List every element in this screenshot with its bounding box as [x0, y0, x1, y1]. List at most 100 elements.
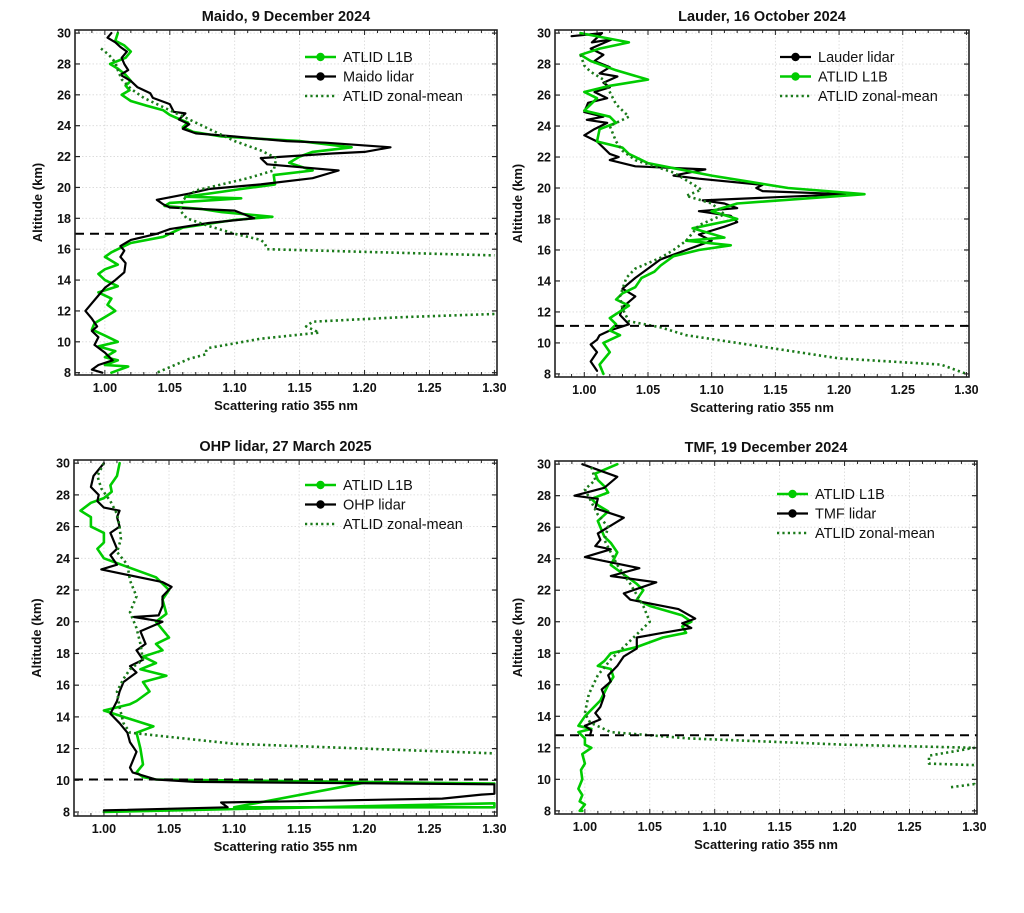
x-tick-label: 1.30 — [482, 822, 506, 836]
y-tick-label: 28 — [537, 58, 551, 72]
y-tick-label: 24 — [537, 552, 551, 566]
y-tick-label: 14 — [56, 710, 70, 724]
series-line-atlid-l1b — [579, 31, 866, 376]
y-tick-label: 12 — [537, 741, 551, 755]
y-tick-label: 30 — [57, 27, 71, 41]
y-axis-label: Altitude (km) — [29, 598, 44, 677]
y-tick-label: 8 — [544, 804, 551, 818]
y-tick-label: 16 — [57, 243, 71, 257]
y-tick-label: 18 — [537, 212, 551, 226]
legend-label: ATLID L1B — [343, 478, 413, 494]
x-tick-label: 1.05 — [157, 822, 181, 836]
series-line-atlid-zonal-mean — [100, 47, 495, 257]
legend-label: ATLID zonal-mean — [343, 517, 463, 533]
y-tick-label: 12 — [56, 742, 70, 756]
y-tick-label: 20 — [537, 182, 551, 196]
legend-label: ATLID zonal-mean — [343, 89, 463, 105]
x-tick-label: 1.00 — [93, 381, 117, 395]
series-line-atlid-l1b — [90, 31, 353, 375]
y-tick-label: 22 — [537, 151, 551, 165]
y-tick-label: 12 — [57, 304, 71, 318]
y-tick-label: 8 — [544, 367, 551, 381]
plot-frame — [554, 29, 970, 378]
y-tick-label: 24 — [56, 552, 70, 566]
series-line-atlid-l1b — [577, 462, 693, 813]
x-tick-label: 1.20 — [352, 822, 376, 836]
y-axis-label: Altitude (km) — [30, 163, 45, 242]
y-tick-label: 26 — [57, 88, 71, 102]
series-line-atlid-zonal-mean — [579, 54, 967, 376]
ticks — [555, 30, 969, 377]
y-tick-label: 22 — [537, 584, 551, 598]
y-tick-label: 18 — [57, 212, 71, 226]
grid — [555, 461, 977, 814]
y-tick-label: 16 — [537, 678, 551, 692]
y-tick-label: 22 — [56, 584, 70, 598]
series-group — [84, 31, 495, 375]
x-tick-label: 1.00 — [573, 820, 597, 834]
y-tick-label: 30 — [537, 458, 551, 472]
legend-label: TMF lidar — [815, 507, 876, 523]
x-axis-label: Scattering ratio 355 nm — [694, 837, 838, 852]
y-tick-label: 18 — [537, 647, 551, 661]
y-tick-label: 14 — [57, 274, 71, 288]
legend-label: Lauder lidar — [818, 50, 895, 66]
chart-panel-4: 1.00 1.05 1.10 1.15 1.20 1.25 1.30 8 10 12 14 16 18 2… — [510, 440, 987, 852]
legend-label: ATLID L1B — [818, 70, 888, 86]
legend-label: ATLID L1B — [815, 487, 885, 503]
plot-frame — [74, 29, 498, 376]
x-axis-label: Scattering ratio 355 nm — [214, 839, 358, 854]
x-tick-label: 1.30 — [482, 381, 506, 395]
y-tick-label: 16 — [56, 679, 70, 693]
x-tick-label: 1.20 — [352, 381, 376, 395]
series-group — [570, 31, 967, 376]
x-tick-label: 1.05 — [158, 381, 182, 395]
y-tick-label: 24 — [537, 120, 551, 134]
x-tick-label: 1.00 — [92, 822, 116, 836]
ticks — [74, 460, 497, 816]
y-tick-label: 24 — [57, 119, 71, 133]
y-tick-label: 26 — [56, 520, 70, 534]
x-tick-label: 1.15 — [287, 381, 311, 395]
legend-marker-dot — [316, 52, 325, 62]
series-line-lauder-lidar — [570, 31, 847, 372]
plot-frame — [73, 459, 498, 817]
y-tick-label: 8 — [63, 806, 70, 820]
chart-panel-1: 1.00 1.05 1.10 1.15 1.20 1.25 1.30 8 10 12 14 16 18 2… — [30, 9, 507, 413]
y-tick-label: 12 — [537, 305, 551, 319]
y-tick-label: 14 — [537, 274, 551, 288]
legend-marker-dot — [316, 500, 325, 509]
legend-label: ATLID zonal-mean — [815, 526, 935, 542]
ticks — [555, 461, 977, 814]
legend-label: ATLID L1B — [343, 50, 413, 66]
legend-marker-dot — [791, 52, 800, 62]
x-tick-label: 1.05 — [636, 383, 660, 397]
legend: ATLID L1B TMF lidar ATLID zonal-mean — [777, 487, 935, 542]
y-tick-label: 20 — [537, 615, 551, 629]
chart-panel-3: 1.00 1.05 1.10 1.15 1.20 1.25 1.30 8 10 12 14 16 18 2… — [29, 439, 507, 854]
legend-label: ATLID zonal-mean — [818, 89, 938, 105]
legend-marker-dot — [316, 480, 325, 490]
x-tick-label: 1.10 — [222, 822, 246, 836]
x-tick-label: 1.00 — [572, 383, 596, 397]
x-tick-label: 1.20 — [827, 383, 851, 397]
legend-marker-dot — [788, 489, 797, 499]
x-axis-label: Scattering ratio 355 nm — [214, 398, 358, 413]
series-line-maido-lidar — [84, 31, 392, 374]
grid — [555, 30, 969, 377]
x-tick-label: 1.15 — [763, 383, 787, 397]
series-group — [79, 461, 496, 814]
y-tick-label: 20 — [56, 615, 70, 629]
x-axis-label: Scattering ratio 355 nm — [690, 400, 834, 415]
x-tick-label: 1.15 — [287, 822, 311, 836]
x-tick-label: 1.10 — [703, 820, 727, 834]
legend-label: OHP lidar — [343, 498, 406, 514]
y-axis-label: Altitude (km) — [510, 164, 525, 243]
y-tick-label: 30 — [56, 457, 70, 471]
y-tick-label: 8 — [64, 366, 71, 380]
chart-title: Lauder, 16 October 2024 — [678, 9, 846, 25]
chart-title: Maido, 9 December 2024 — [202, 9, 370, 25]
x-tick-label: 1.25 — [891, 383, 915, 397]
y-tick-label: 10 — [57, 335, 71, 349]
